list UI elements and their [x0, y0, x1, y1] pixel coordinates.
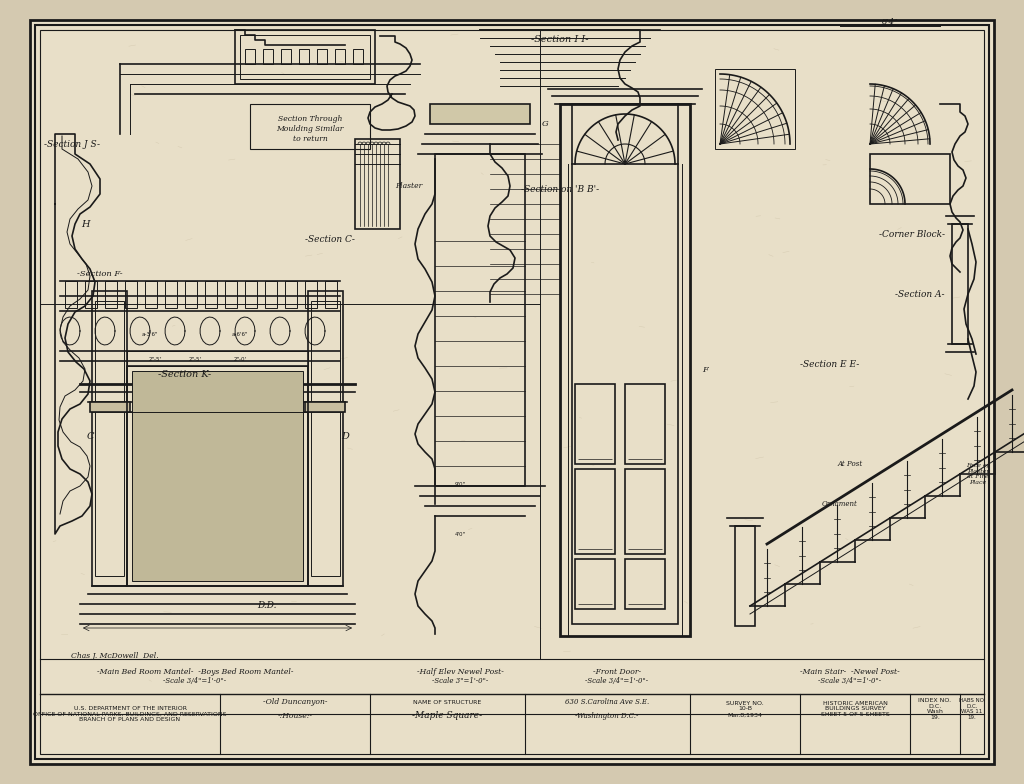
- Text: -Old Duncanyon-: -Old Duncanyon-: [263, 698, 328, 706]
- Text: H: H: [81, 220, 89, 228]
- Bar: [575, 559, 615, 609]
- Bar: [870, 154, 950, 204]
- Polygon shape: [30, 20, 994, 764]
- Text: C: C: [86, 431, 94, 441]
- Bar: [305, 281, 317, 308]
- Bar: [317, 49, 327, 64]
- Bar: [105, 281, 117, 308]
- Bar: [625, 384, 665, 464]
- Bar: [250, 104, 370, 149]
- Bar: [265, 281, 278, 308]
- Bar: [325, 281, 337, 308]
- Text: INDEX NO.
D.C.
Wash
19.: INDEX NO. D.C. Wash 19.: [919, 698, 951, 720]
- Text: 2"-5': 2"-5': [188, 357, 202, 361]
- Bar: [435, 154, 525, 486]
- Text: -Section on 'B B'-: -Section on 'B B'-: [521, 184, 599, 194]
- Text: D.D.: D.D.: [257, 601, 276, 611]
- Text: -Section E E-: -Section E E-: [801, 360, 859, 368]
- Text: 9'0": 9'0": [455, 481, 466, 487]
- Bar: [572, 104, 678, 624]
- Text: 4'0": 4'0": [455, 532, 466, 536]
- Bar: [285, 281, 297, 308]
- Bar: [625, 469, 665, 554]
- Bar: [335, 49, 345, 64]
- Text: -Scale 3/4"=1'-0"-: -Scale 3/4"=1'-0"-: [586, 677, 648, 685]
- Bar: [90, 402, 130, 412]
- Bar: [125, 281, 137, 308]
- Bar: [735, 526, 755, 626]
- Text: -Section C-: -Section C-: [305, 234, 355, 244]
- Text: -Section A-: -Section A-: [895, 289, 945, 299]
- Text: -Main Bed Room Mantel-  -Boys Bed Room Mantel-: -Main Bed Room Mantel- -Boys Bed Room Ma…: [96, 668, 293, 676]
- Bar: [245, 281, 257, 308]
- Bar: [225, 281, 237, 308]
- Bar: [308, 291, 343, 586]
- Bar: [575, 384, 615, 464]
- Text: SURVEY NO.
10-B
Mar.8,1934: SURVEY NO. 10-B Mar.8,1934: [726, 701, 764, 717]
- Text: HABS NO.
D.C.
WAS 11
19.: HABS NO. D.C. WAS 11 19.: [958, 698, 985, 720]
- Bar: [305, 402, 345, 412]
- Text: Section Through: Section Through: [278, 115, 342, 123]
- Bar: [145, 281, 157, 308]
- Text: Ornament: Ornament: [822, 500, 858, 508]
- Text: a-6'6": a-6'6": [231, 332, 248, 336]
- Text: -Section K-: -Section K-: [159, 369, 212, 379]
- Bar: [353, 49, 362, 64]
- Text: 2"-5': 2"-5': [148, 357, 162, 361]
- Bar: [575, 469, 615, 554]
- Text: -Scale 3"=1'-0"-: -Scale 3"=1'-0"-: [432, 677, 488, 685]
- Text: -Front Door-: -Front Door-: [593, 668, 641, 676]
- Bar: [430, 104, 530, 124]
- Bar: [92, 291, 127, 586]
- Bar: [127, 351, 308, 366]
- Bar: [205, 281, 217, 308]
- Text: D: D: [341, 431, 349, 441]
- Text: NAME OF STRUCTURE: NAME OF STRUCTURE: [413, 699, 481, 705]
- Text: -Washington D.C.-: -Washington D.C.-: [575, 712, 639, 720]
- Text: -Main Stair-  -Newel Post-: -Main Stair- -Newel Post-: [800, 668, 900, 676]
- Text: U.S. DEPARTMENT OF THE INTERIOR
OFFICE OF NATIONAL PARKS, BUILDINGS, AND RESERVA: U.S. DEPARTMENT OF THE INTERIOR OFFICE O…: [33, 706, 226, 722]
- Text: -Scale 3/4"=1'-0"-: -Scale 3/4"=1'-0"-: [164, 677, 226, 685]
- Bar: [132, 371, 303, 581]
- Bar: [311, 301, 340, 576]
- Bar: [263, 49, 273, 64]
- Text: HISTORIC AMERICAN
BUILDINGS SURVEY
SHEET 5 OF 5 SHEETS: HISTORIC AMERICAN BUILDINGS SURVEY SHEET…: [820, 701, 890, 717]
- Text: 2"-0': 2"-0': [233, 357, 247, 361]
- Text: -Scale 3/4"=1'-0"-: -Scale 3/4"=1'-0"-: [818, 677, 882, 685]
- Bar: [95, 301, 124, 576]
- Bar: [560, 104, 690, 636]
- Text: -Section F-: -Section F-: [77, 270, 123, 278]
- Text: 630 S.Carolina Ave S.E.: 630 S.Carolina Ave S.E.: [565, 698, 649, 706]
- Text: -Half Elev Newel Post-: -Half Elev Newel Post-: [417, 668, 504, 676]
- Bar: [952, 224, 968, 344]
- Bar: [245, 49, 255, 64]
- Text: G: G: [542, 120, 549, 128]
- Bar: [185, 281, 197, 308]
- Bar: [299, 49, 309, 64]
- Bar: [234, 30, 375, 84]
- Text: F: F: [702, 366, 708, 374]
- Text: -Maple Square-: -Maple Square-: [412, 712, 482, 720]
- Text: -Section I I-: -Section I I-: [531, 34, 589, 43]
- Bar: [240, 35, 370, 79]
- Bar: [165, 281, 177, 308]
- Text: to return: to return: [293, 135, 328, 143]
- Bar: [127, 366, 308, 586]
- Text: 8'4": 8'4": [882, 18, 898, 26]
- Bar: [85, 281, 97, 308]
- Text: Face of
Plaster
at Fire
Place: Face of Plaster at Fire Place: [967, 463, 989, 485]
- Text: Moulding Similar: Moulding Similar: [276, 125, 344, 133]
- Text: Chas J. McDowell  Del.: Chas J. McDowell Del.: [72, 652, 159, 660]
- Bar: [715, 69, 795, 149]
- Bar: [65, 281, 77, 308]
- Text: At Post: At Post: [838, 460, 862, 468]
- Text: -Section J S-: -Section J S-: [44, 140, 100, 148]
- Bar: [625, 559, 665, 609]
- Bar: [281, 49, 291, 64]
- Text: -Corner Block-: -Corner Block-: [879, 230, 945, 238]
- Text: Plaster: Plaster: [395, 182, 422, 190]
- Text: -:House:-: -:House:-: [278, 712, 312, 720]
- Bar: [355, 139, 400, 229]
- Text: a-3'6": a-3'6": [141, 332, 159, 336]
